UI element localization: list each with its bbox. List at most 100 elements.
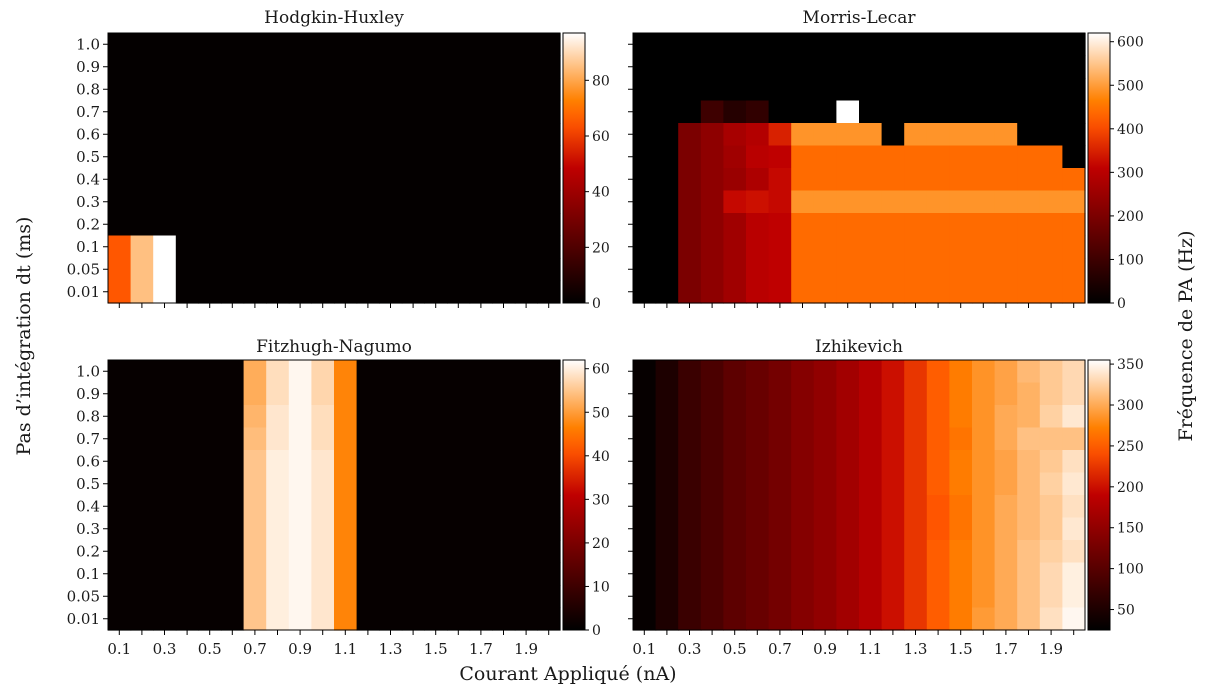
izhikevich-cell: [746, 562, 770, 586]
morris-lecar-cell: [633, 123, 657, 147]
izhikevich-cell: [994, 427, 1018, 451]
izhikevich-cell: [723, 382, 747, 406]
morris-lecar-cell: [655, 55, 679, 79]
fitzhugh-nagumo-cell: [153, 517, 177, 541]
fitzhugh-nagumo-cell: [221, 607, 245, 631]
fitzhugh-nagumo-cell: [514, 540, 538, 564]
hodgkin-huxley-cell: [492, 190, 516, 214]
fitzhugh-nagumo-cell: [221, 495, 245, 519]
hodgkin-huxley-cell: [153, 145, 177, 169]
hodgkin-huxley-cell: [198, 235, 222, 259]
fitzhugh-nagumo-cell: [311, 585, 335, 609]
morris-lecar-cell: [791, 145, 815, 169]
hodgkin-huxley-y-tick-label: 0.3: [76, 193, 100, 211]
fitzhugh-nagumo-cell: [492, 472, 516, 496]
fitzhugh-nagumo-cell: [288, 427, 312, 451]
fitzhugh-nagumo-cell: [221, 427, 245, 451]
fitzhugh-nagumo-cell: [243, 382, 267, 406]
hodgkin-huxley-cell: [424, 100, 448, 124]
izhikevich-cell: [926, 585, 950, 609]
izhikevich-cell: [926, 405, 950, 429]
fitzhugh-nagumo-y-tick-label: 0.5: [76, 475, 100, 493]
morris-lecar-colorbar-tick-label: 0: [1117, 296, 1126, 312]
morris-lecar-cell: [1039, 100, 1063, 124]
hodgkin-huxley-cell: [153, 213, 177, 237]
morris-lecar-cell: [949, 123, 973, 147]
izhikevich-plot-frame: [632, 359, 1086, 631]
izhikevich-cell: [633, 562, 657, 586]
morris-lecar-cell: [881, 55, 905, 79]
morris-lecar-cell: [949, 78, 973, 102]
hodgkin-huxley-cell: [379, 280, 403, 304]
fitzhugh-nagumo-cell: [537, 360, 561, 384]
fitzhugh-nagumo-cell: [266, 472, 290, 496]
morris-lecar-cell: [949, 258, 973, 282]
morris-lecar-cell: [972, 55, 996, 79]
morris-lecar-cell: [723, 280, 747, 304]
morris-lecar-cell: [1039, 55, 1063, 79]
morris-lecar-colorbar-tick-label: 600: [1117, 35, 1144, 51]
izhikevich-x-tick-label: 0.9: [813, 640, 837, 658]
hodgkin-huxley-cell: [492, 123, 516, 147]
fitzhugh-nagumo-cell: [108, 562, 132, 586]
fitzhugh-nagumo-cell: [356, 472, 380, 496]
hodgkin-huxley-cell: [108, 100, 132, 124]
fitzhugh-nagumo-cell: [288, 517, 312, 541]
fitzhugh-nagumo-cell: [379, 540, 403, 564]
izhikevich-x-tick-label: 1.7: [994, 640, 1018, 658]
hodgkin-huxley-cell: [221, 280, 245, 304]
hodgkin-huxley-cell: [221, 213, 245, 237]
hodgkin-huxley-cell: [447, 168, 471, 192]
morris-lecar-cell: [1062, 100, 1086, 124]
morris-lecar-cell: [813, 100, 837, 124]
izhikevich-cell: [994, 540, 1018, 564]
fitzhugh-nagumo-cell: [492, 562, 516, 586]
fitzhugh-nagumo-cell: [334, 427, 358, 451]
hodgkin-huxley-y-tick-label: 0.2: [76, 215, 100, 233]
hodgkin-huxley-cell: [379, 55, 403, 79]
morris-lecar-cell: [746, 235, 770, 259]
fitzhugh-nagumo-cell: [334, 382, 358, 406]
fitzhugh-nagumo-cell: [356, 540, 380, 564]
izhikevich-cell: [746, 450, 770, 474]
morris-lecar-cell: [813, 235, 837, 259]
izhikevich-cell: [904, 360, 928, 384]
izhikevich-cell: [1039, 517, 1063, 541]
morris-lecar-cell: [768, 100, 792, 124]
hodgkin-huxley-cell: [311, 55, 335, 79]
morris-lecar-cell: [746, 145, 770, 169]
fitzhugh-nagumo-cell: [311, 562, 335, 586]
fitzhugh-nagumo-cell: [379, 562, 403, 586]
morris-lecar-cell: [949, 213, 973, 237]
izhikevich-cell: [768, 540, 792, 564]
izhikevich-cell: [633, 360, 657, 384]
hodgkin-huxley-cell: [447, 100, 471, 124]
morris-lecar-cell: [836, 168, 860, 192]
fitzhugh-nagumo-cell: [379, 360, 403, 384]
hodgkin-huxley-title: Hodgkin-Huxley: [264, 8, 404, 28]
izhikevich-cell: [700, 607, 724, 631]
fitzhugh-nagumo-cell: [108, 585, 132, 609]
morris-lecar-cell: [1062, 145, 1086, 169]
morris-lecar-cell: [836, 280, 860, 304]
hodgkin-huxley-cell: [492, 100, 516, 124]
fitzhugh-nagumo-cell: [401, 540, 425, 564]
hodgkin-huxley-cell: [130, 78, 154, 102]
morris-lecar-cell: [723, 190, 747, 214]
hodgkin-huxley-cell: [334, 33, 358, 57]
izhikevich-cell: [949, 562, 973, 586]
fitzhugh-nagumo-cell: [288, 450, 312, 474]
hodgkin-huxley-cell: [221, 190, 245, 214]
izhikevich-cell: [633, 585, 657, 609]
izhikevich-cell: [904, 562, 928, 586]
izhikevich-cell: [859, 585, 883, 609]
hodgkin-huxley-cell: [492, 235, 516, 259]
hodgkin-huxley-cell: [153, 78, 177, 102]
morris-lecar-cell: [881, 168, 905, 192]
morris-lecar-cell: [836, 145, 860, 169]
morris-lecar-cell: [926, 168, 950, 192]
fitzhugh-nagumo-cell: [447, 607, 471, 631]
fitzhugh-nagumo-cell: [130, 450, 154, 474]
izhikevich-cell: [949, 360, 973, 384]
fitzhugh-nagumo-cell: [108, 427, 132, 451]
